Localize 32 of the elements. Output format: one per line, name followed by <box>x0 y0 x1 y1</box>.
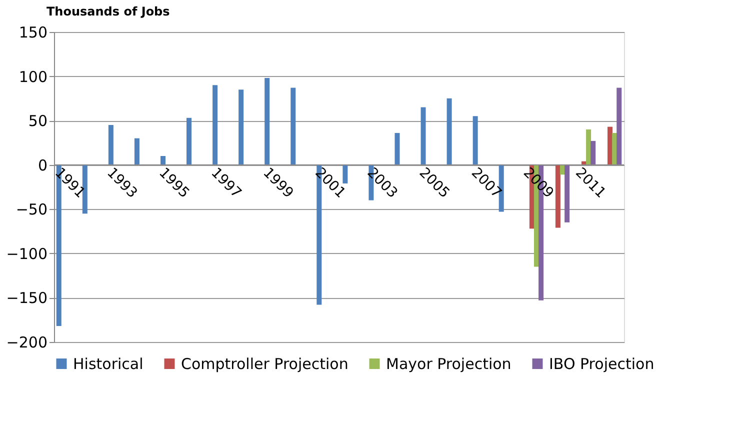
bar <box>446 98 452 165</box>
y-tick-label: −100 <box>6 244 48 263</box>
bar <box>586 129 592 165</box>
bar <box>564 164 570 222</box>
bar <box>472 116 478 165</box>
bar <box>134 138 140 165</box>
bar <box>394 132 400 165</box>
bar <box>608 126 613 165</box>
y-tick-label: 0 <box>38 156 48 174</box>
bar <box>160 156 166 165</box>
bar <box>555 164 560 228</box>
legend-label: Historical <box>73 354 144 373</box>
y-tick-label: 150 <box>18 24 48 42</box>
bar <box>290 88 296 165</box>
bar <box>212 85 218 165</box>
y-tick-label: −50 <box>16 200 48 219</box>
y-tick-label: −200 <box>6 334 48 352</box>
bar <box>616 88 622 165</box>
legend-label: IBO Projection <box>549 354 654 373</box>
y-tick-label: 100 <box>18 68 48 86</box>
legend-label: Mayor Projection <box>386 354 512 373</box>
bar <box>108 125 114 165</box>
y-tick-label: −150 <box>6 289 48 308</box>
bar <box>342 164 348 184</box>
bar <box>420 107 426 165</box>
bar <box>238 90 244 165</box>
bar <box>264 78 270 165</box>
legend-label: Comptroller Projection <box>181 354 348 373</box>
bar <box>590 140 596 165</box>
y-axis-title: Thousands of Jobs <box>46 4 170 18</box>
y-tick-label: 50 <box>28 112 48 130</box>
bar <box>186 118 192 165</box>
